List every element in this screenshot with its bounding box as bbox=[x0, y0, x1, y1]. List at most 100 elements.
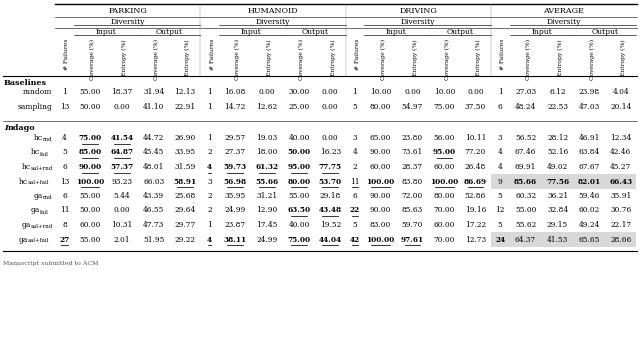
Text: 67.67: 67.67 bbox=[579, 163, 600, 171]
Text: 11: 11 bbox=[350, 178, 360, 186]
Text: 83.00: 83.00 bbox=[370, 221, 391, 229]
Text: 13: 13 bbox=[60, 103, 69, 111]
Text: 0.00: 0.00 bbox=[322, 103, 339, 111]
Text: Diversity: Diversity bbox=[256, 18, 290, 26]
Text: 52.16: 52.16 bbox=[547, 148, 568, 157]
Text: 77.56: 77.56 bbox=[546, 178, 569, 186]
Text: 90.00: 90.00 bbox=[370, 148, 391, 157]
Text: 24.99: 24.99 bbox=[257, 235, 278, 244]
Text: 72.00: 72.00 bbox=[402, 192, 423, 200]
Text: 19.52: 19.52 bbox=[319, 221, 341, 229]
Text: 32.84: 32.84 bbox=[547, 206, 568, 214]
Text: 50.00: 50.00 bbox=[79, 206, 100, 214]
Text: 17.22: 17.22 bbox=[465, 221, 486, 229]
Text: 60.02: 60.02 bbox=[579, 206, 600, 214]
Text: 0.00: 0.00 bbox=[322, 88, 339, 96]
Text: Input: Input bbox=[531, 28, 552, 36]
Text: 40.00: 40.00 bbox=[289, 134, 310, 142]
Text: 75.00: 75.00 bbox=[78, 134, 101, 142]
Text: 12.90: 12.90 bbox=[257, 206, 278, 214]
Text: sal+rnd: sal+rnd bbox=[31, 166, 53, 171]
Text: 100.00: 100.00 bbox=[366, 178, 394, 186]
Text: 45.27: 45.27 bbox=[610, 163, 632, 171]
Text: 44.72: 44.72 bbox=[143, 134, 164, 142]
Text: 29.64: 29.64 bbox=[174, 206, 196, 214]
Bar bbox=[491, 232, 509, 247]
Text: Input: Input bbox=[95, 28, 116, 36]
Text: 2.01: 2.01 bbox=[113, 235, 130, 244]
Text: hc: hc bbox=[34, 134, 43, 142]
Text: 22: 22 bbox=[350, 206, 360, 214]
Text: 60.00: 60.00 bbox=[433, 163, 455, 171]
Text: 23.98: 23.98 bbox=[579, 88, 600, 96]
Text: 56.98: 56.98 bbox=[223, 178, 246, 186]
Text: 5: 5 bbox=[62, 148, 67, 157]
Text: 54.97: 54.97 bbox=[402, 103, 423, 111]
Text: 28.66: 28.66 bbox=[610, 235, 632, 244]
Text: 44.04: 44.04 bbox=[319, 235, 342, 244]
Text: ga: ga bbox=[18, 235, 28, 244]
Text: 13: 13 bbox=[60, 178, 69, 186]
Text: 40.00: 40.00 bbox=[289, 221, 310, 229]
Text: 23.87: 23.87 bbox=[225, 221, 246, 229]
Text: # Failures: # Failures bbox=[500, 39, 505, 70]
Text: 27: 27 bbox=[60, 235, 70, 244]
Text: sal+fail: sal+fail bbox=[28, 180, 49, 186]
Text: 70.00: 70.00 bbox=[433, 235, 455, 244]
Text: 38.11: 38.11 bbox=[223, 235, 246, 244]
Text: 55.62: 55.62 bbox=[515, 221, 536, 229]
Text: 19.03: 19.03 bbox=[257, 134, 278, 142]
Bar bbox=[491, 232, 636, 247]
Text: Input: Input bbox=[386, 28, 406, 36]
Text: Entropy (%): Entropy (%) bbox=[476, 39, 481, 75]
Text: 22.17: 22.17 bbox=[610, 221, 631, 229]
Text: sal+fail: sal+fail bbox=[28, 239, 49, 244]
Text: Input: Input bbox=[241, 28, 262, 36]
Text: 10.31: 10.31 bbox=[111, 221, 132, 229]
Text: ga: ga bbox=[31, 206, 40, 214]
Text: hc: hc bbox=[19, 178, 28, 186]
Text: 31.94: 31.94 bbox=[143, 88, 164, 96]
Text: 66.43: 66.43 bbox=[609, 178, 632, 186]
Text: 12.34: 12.34 bbox=[610, 134, 631, 142]
Text: Output: Output bbox=[446, 28, 474, 36]
Text: 51.95: 51.95 bbox=[143, 235, 164, 244]
Text: 14.72: 14.72 bbox=[225, 103, 246, 111]
Text: 58.91: 58.91 bbox=[173, 178, 196, 186]
Text: 2: 2 bbox=[207, 148, 212, 157]
Text: Coverage (%): Coverage (%) bbox=[154, 39, 159, 80]
Text: 0.00: 0.00 bbox=[113, 103, 130, 111]
Text: 4: 4 bbox=[207, 163, 212, 171]
Text: Coverage (%): Coverage (%) bbox=[235, 39, 241, 80]
Text: Entropy (%): Entropy (%) bbox=[330, 39, 335, 75]
Text: Diversity: Diversity bbox=[546, 18, 580, 26]
Text: 0.00: 0.00 bbox=[259, 88, 275, 96]
Text: Diversity: Diversity bbox=[111, 18, 145, 26]
Text: 29.15: 29.15 bbox=[547, 221, 568, 229]
Text: 70.00: 70.00 bbox=[433, 206, 455, 214]
Text: 48.24: 48.24 bbox=[515, 103, 536, 111]
Text: 100.00: 100.00 bbox=[430, 178, 458, 186]
Text: fail: fail bbox=[40, 152, 49, 157]
Text: 28.12: 28.12 bbox=[547, 134, 568, 142]
Text: Entropy (%): Entropy (%) bbox=[412, 39, 417, 75]
Text: 56.52: 56.52 bbox=[515, 134, 536, 142]
Text: Coverage (%): Coverage (%) bbox=[380, 39, 386, 80]
Text: 18.37: 18.37 bbox=[111, 88, 132, 96]
Text: 4: 4 bbox=[207, 235, 212, 244]
Text: 30.00: 30.00 bbox=[289, 88, 310, 96]
Text: ga: ga bbox=[33, 192, 43, 200]
Text: 60.32: 60.32 bbox=[515, 192, 536, 200]
Text: 35.95: 35.95 bbox=[225, 192, 246, 200]
Text: 60.00: 60.00 bbox=[433, 221, 455, 229]
Text: 22.91: 22.91 bbox=[175, 103, 196, 111]
Text: 5.44: 5.44 bbox=[113, 192, 130, 200]
Text: 37.50: 37.50 bbox=[465, 103, 486, 111]
Text: 4: 4 bbox=[498, 163, 502, 171]
Text: 63.50: 63.50 bbox=[287, 206, 310, 214]
Text: Coverage (%): Coverage (%) bbox=[525, 39, 531, 80]
Text: Diversity: Diversity bbox=[401, 18, 435, 26]
Text: 10.00: 10.00 bbox=[370, 88, 391, 96]
Text: 25.68: 25.68 bbox=[174, 192, 196, 200]
Text: 65.65: 65.65 bbox=[579, 235, 600, 244]
